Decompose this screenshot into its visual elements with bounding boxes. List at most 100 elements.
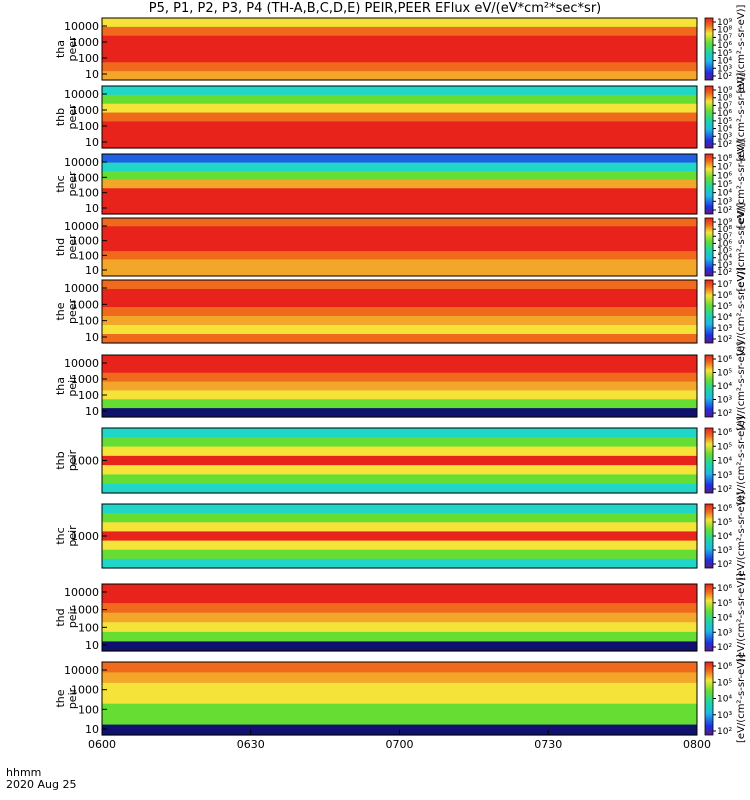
spectrogram-band — [102, 35, 697, 46]
colorbar-tick-label: 10⁶ — [717, 662, 732, 672]
colorbar-tick-label: 10⁷ — [717, 101, 732, 111]
spectrogram-band — [102, 428, 697, 438]
spectrogram-band — [102, 399, 697, 409]
panel-instrument-label: peir — [66, 449, 79, 471]
colorbar-tick-label: 10³ — [717, 628, 732, 638]
spectrogram-band — [102, 703, 697, 715]
y-tick-label: 1000 — [71, 36, 99, 49]
colorbar-tick-label: 10³ — [717, 546, 732, 556]
panel-instrument-label: peer — [66, 234, 79, 260]
panel-thd-peir: 10000 1000 100 10 thd peir 10⁶ 10⁵ 10⁴ 10³ 10² [eV/… — [54, 573, 747, 662]
colorbar — [704, 17, 714, 81]
colorbar-units-label: [eV/(cm²-s-sr-eV)] — [736, 139, 747, 228]
y-tick-label: 1000 — [71, 298, 99, 311]
y-tick-label: 10000 — [64, 664, 99, 677]
y-tick-label: 1000 — [71, 684, 99, 697]
panel-instrument-label: peer — [66, 104, 79, 130]
y-tick-label: 10000 — [64, 357, 99, 370]
spectrogram-band — [102, 259, 697, 269]
y-tick-label: 10 — [85, 136, 99, 149]
spectrogram-band — [102, 179, 697, 189]
spectrogram-band — [102, 513, 697, 523]
panel-probe-label: thd — [54, 608, 67, 626]
panel-frame — [101, 217, 698, 277]
colorbar-tick-label: 10³ — [717, 396, 732, 406]
y-tick-label: 100 — [78, 52, 99, 65]
colorbar-tick-label: 10³ — [717, 711, 732, 721]
panel-instrument-label: peir — [66, 687, 79, 709]
spectrogram-band — [102, 381, 697, 392]
spectrogram-band — [102, 188, 697, 198]
colorbar-tick-label: 10⁶ — [717, 109, 732, 119]
spectrogram-band — [102, 130, 697, 140]
panel-frame — [101, 583, 698, 652]
colorbar-tick-label: 10³ — [717, 471, 732, 481]
colorbar-tick-label: 10³ — [717, 132, 732, 142]
spectrogram-band — [102, 103, 697, 114]
colorbar-units-label: [eV/(cm²-s-sr-eV)] — [736, 491, 747, 580]
panel-frame — [101, 354, 698, 418]
y-tick-label: 1000 — [71, 373, 99, 386]
spectrogram-band — [102, 316, 697, 326]
colorbar-units-label: [eV/(cm²-s-sr-eV)] — [736, 341, 747, 430]
panel-instrument-label: peer — [66, 299, 79, 325]
spectrogram-band — [102, 522, 697, 533]
colorbar-tick-label: 10⁶ — [717, 239, 732, 249]
colorbar-units-label: [eV/(cm²-s-sr-eV)] — [736, 573, 747, 662]
y-tick-label: 10 — [85, 639, 99, 652]
spectrogram-band — [102, 325, 697, 335]
panel-instrument-label: peer — [66, 36, 79, 62]
spectrogram-band — [102, 446, 697, 457]
spectrogram-band — [102, 86, 697, 96]
panel-instrument-label: peir — [66, 375, 79, 397]
spectrogram-band — [102, 196, 697, 207]
x-tick-label: 0730 — [534, 738, 562, 751]
colorbar-tick-label: 10² — [717, 140, 732, 150]
panel-thb-peir: 1000 thb peir 10⁶ 10⁵ 10⁴ 10³ 10² [eV/(cm²-s-sr-… — [54, 416, 747, 505]
y-tick-label: 1000 — [71, 455, 99, 468]
spectrogram-band — [102, 18, 697, 28]
colorbar-tick-label: 10² — [717, 485, 732, 495]
spectrogram-band — [102, 289, 697, 299]
colorbar — [704, 153, 714, 215]
y-tick-label: 10000 — [64, 282, 99, 295]
y-tick-label: 10 — [85, 723, 99, 736]
spectrogram-band — [102, 549, 697, 560]
y-tick-label: 1000 — [71, 235, 99, 248]
colorbar — [704, 503, 714, 569]
spectrogram-band — [102, 483, 697, 494]
panel-probe-label: thc — [54, 175, 67, 192]
colorbar — [704, 661, 714, 736]
spectrogram-band — [102, 62, 697, 72]
panel-tha-peir: 10000 1000 100 10 tha peir 10⁶ 10⁵ 10⁴ 10³ 10² [eV/… — [54, 341, 747, 430]
colorbar-tick-label: 10⁴ — [717, 254, 732, 264]
colorbar-tick-label: 10³ — [717, 64, 732, 74]
colorbar — [704, 217, 714, 277]
panel-frame — [101, 17, 698, 81]
colorbar — [704, 583, 714, 652]
spectrogram-band — [102, 474, 697, 485]
spectrogram-band — [102, 622, 697, 633]
colorbar-tick-label: 10⁴ — [717, 614, 732, 624]
spectrogram-band — [102, 334, 697, 344]
colorbar-tick-label: 10⁹ — [717, 86, 732, 96]
spectrogram-band — [102, 631, 697, 643]
y-tick-label: 100 — [78, 621, 99, 634]
y-tick-label: 100 — [78, 315, 99, 328]
panel-probe-label: the — [54, 302, 67, 320]
y-tick-label: 10 — [85, 68, 99, 81]
colorbar-tick-label: 10⁸ — [717, 154, 732, 164]
colorbar-tick-label: 10⁹ — [717, 18, 732, 28]
panel-instrument-label: peir — [66, 525, 79, 547]
panel-probe-label: thc — [54, 527, 67, 544]
spectrogram-band — [102, 112, 697, 123]
colorbar-units-label: [eV/(cm²-s-sr-eV)] — [736, 4, 747, 93]
panel-frame — [101, 153, 698, 215]
colorbar-tick-label: 10⁵ — [717, 180, 732, 190]
y-tick-label: 10000 — [64, 156, 99, 169]
